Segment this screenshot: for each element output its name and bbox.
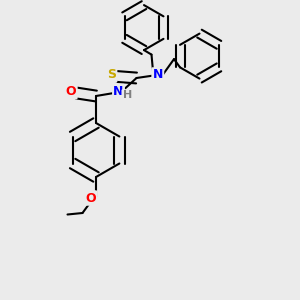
Text: S: S xyxy=(107,68,116,82)
Text: H: H xyxy=(123,90,132,100)
Text: O: O xyxy=(66,85,76,98)
Text: N: N xyxy=(153,68,163,82)
Text: O: O xyxy=(85,191,96,205)
Text: N: N xyxy=(113,85,124,98)
